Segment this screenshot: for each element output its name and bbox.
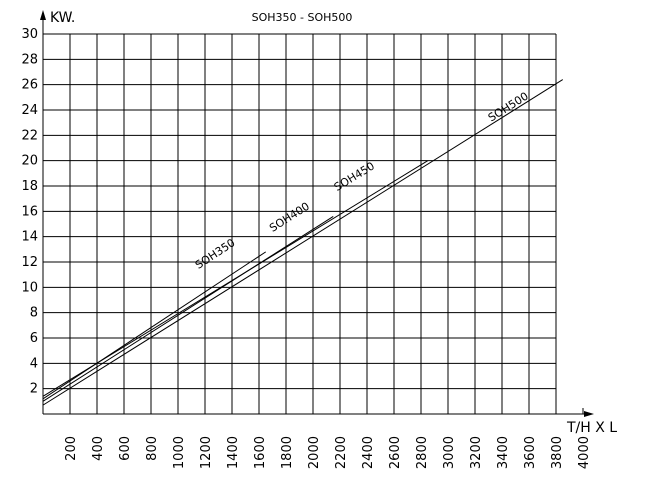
series-label: SOH500 bbox=[486, 90, 531, 125]
y-axis-label: KW. bbox=[50, 10, 75, 26]
x-tick-label: 3400 bbox=[496, 436, 511, 469]
chart-title: SOH350 - SOH500 bbox=[252, 11, 353, 24]
x-axis-label: T/H X L bbox=[566, 420, 617, 436]
x-tick-label: 200 bbox=[64, 436, 79, 461]
y-axis-arrow bbox=[40, 10, 46, 20]
grid bbox=[43, 33, 584, 414]
series-line-soh500 bbox=[42, 79, 564, 406]
y-tick-label: 16 bbox=[21, 204, 38, 219]
y-tick-label: 12 bbox=[21, 255, 38, 270]
y-tick-label: 20 bbox=[21, 154, 38, 169]
x-tick-label: 3200 bbox=[469, 436, 484, 469]
x-tick-label: 1800 bbox=[280, 436, 295, 469]
y-tick-label: 2 bbox=[30, 382, 38, 397]
x-tick-label: 1400 bbox=[226, 436, 241, 469]
x-tick-label: 4000 bbox=[577, 436, 592, 469]
y-tick-label: 30 bbox=[21, 27, 38, 42]
x-tick-label: 2400 bbox=[361, 436, 376, 469]
x-tick-label: 1000 bbox=[172, 436, 187, 469]
x-tick-label: 2200 bbox=[334, 436, 349, 469]
y-tick-label: 8 bbox=[30, 306, 38, 321]
x-tick-label: 800 bbox=[145, 436, 160, 461]
x-tick-label: 3600 bbox=[523, 436, 538, 469]
x-tick-label: 2800 bbox=[415, 436, 430, 469]
series-line-soh450 bbox=[42, 160, 429, 397]
series-label: SOH450 bbox=[332, 159, 377, 194]
series-line-soh400 bbox=[42, 215, 334, 402]
series-label: SOH350 bbox=[193, 236, 238, 272]
y-tick-label: 10 bbox=[21, 280, 38, 295]
x-tick-label: 1600 bbox=[253, 436, 268, 469]
series-label: SOH400 bbox=[267, 200, 312, 235]
x-tick-label: 3000 bbox=[442, 436, 457, 469]
x-axis-arrow bbox=[584, 411, 594, 417]
y-tick-label: 26 bbox=[21, 78, 38, 93]
x-tick-label: 2600 bbox=[388, 436, 403, 469]
y-tick-label: 24 bbox=[21, 103, 38, 118]
y-tick-label: 28 bbox=[21, 52, 38, 67]
x-tick-label: 2000 bbox=[307, 436, 322, 469]
axes bbox=[40, 10, 594, 417]
y-tick-label: 4 bbox=[30, 356, 38, 371]
series-lines: SOH350 SOH400 SOH450 SOH500 bbox=[42, 79, 564, 406]
series-line-soh350 bbox=[42, 251, 267, 400]
x-tick-label: 1200 bbox=[199, 436, 214, 469]
x-tick-label: 400 bbox=[91, 436, 106, 461]
y-tick-label: 6 bbox=[30, 331, 38, 346]
y-tick-label: 18 bbox=[21, 179, 38, 194]
y-tick-label: 22 bbox=[21, 128, 38, 143]
x-tick-label: 600 bbox=[118, 436, 133, 461]
x-tick-label: 3800 bbox=[550, 436, 565, 469]
y-tick-label: 14 bbox=[21, 230, 38, 245]
